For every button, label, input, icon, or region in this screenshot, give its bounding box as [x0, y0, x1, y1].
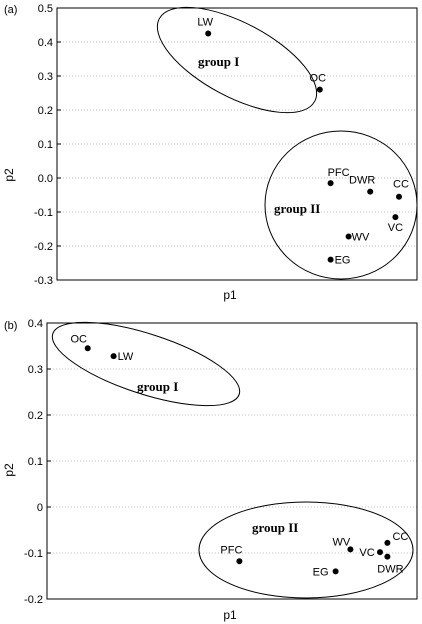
- panel-b-group-i-label: group I: [137, 379, 178, 394]
- panel-a-y-tick-label: 0.1: [38, 139, 53, 151]
- panel-a-label: (a): [4, 4, 17, 16]
- panel-a-grid: [57, 41, 417, 247]
- panel-a-y-tick-label: 0.2: [38, 105, 53, 117]
- panel-a-point-cc: [396, 193, 402, 200]
- panel-a-group-i-ellipse: [156, 6, 318, 114]
- panel-a-group-i-label: group I: [198, 54, 239, 69]
- panel-b-point-label-oc: OC: [70, 333, 87, 345]
- panel-b-point-label-wv: WV: [333, 536, 351, 548]
- panel-b-point-oc: [84, 345, 91, 352]
- panel-b-point-label-vc: VC: [359, 547, 374, 559]
- panel-a-point-label-dwr: DWR: [349, 175, 375, 187]
- panel-b-y-ticks: 0.4 0.3 0.2 0.1 0 -0.1 -0.2: [24, 318, 51, 606]
- panel-b-y-tick-label: 0: [37, 502, 43, 514]
- panel-b-point-label-lw: LW: [118, 351, 134, 363]
- panel-a-point-label-wv: WV: [352, 231, 370, 243]
- panel-a-point-label-vc: VC: [388, 222, 403, 234]
- panel-a-point-eg: [327, 256, 334, 263]
- panel-a-point-label-pfc: PFC: [328, 167, 350, 179]
- panel-b-xlabel: p1: [223, 608, 237, 622]
- panel-b-y-tick-label: -0.2: [24, 594, 43, 606]
- panel-b-group-ii-ellipse: [198, 501, 414, 599]
- panel-a-point-vc: [392, 214, 399, 221]
- panel-b-y-tick-label: -0.1: [24, 548, 43, 560]
- panel-b-point-dwr: [384, 553, 391, 560]
- panel-a-point-label-lw: LW: [197, 17, 213, 29]
- panel-a-group-ii-label: group II: [274, 201, 320, 216]
- panel-a-group-ii-ellipse: [264, 130, 418, 280]
- panel-b-ylabel: p2: [2, 463, 16, 477]
- panel-b: (b) 0.40.30.20.10-0.1-0.2 p1 p2 group I …: [2, 318, 418, 622]
- panel-b-y-tick-label: 0.3: [28, 364, 43, 376]
- panel-b-point-label-cc: CC: [392, 531, 408, 543]
- panel-a-y-tick-label: 0.3: [38, 71, 53, 83]
- panel-a-point-label-oc: OC: [310, 73, 327, 85]
- panel-a-y-ticks: 0.5 0.4 0.3 0.2 0.1 0.0 -0.1 -0.2 -0.3: [34, 3, 61, 287]
- panel-b-group-ii-label: group II: [252, 520, 298, 535]
- panel-b-point-label-eg: EG: [313, 566, 329, 578]
- panel-a-y-tick-label: -0.3: [34, 275, 53, 287]
- panel-a-y-tick-label: -0.1: [34, 207, 53, 219]
- panel-a-point-dwr: [367, 188, 374, 195]
- panel-b-y-tick-label: 0.1: [28, 456, 43, 468]
- panel-b-point-label-pfc: PFC: [220, 544, 242, 556]
- panel-b-label: (b): [4, 320, 17, 332]
- panel-b-point-cc: [384, 539, 391, 546]
- panel-b-point-label-dwr: DWR: [377, 564, 403, 576]
- panel-a-xlabel: p1: [223, 288, 237, 302]
- panel-b-grid: [47, 368, 417, 554]
- panel-a-y-tick-label: 0.5: [38, 3, 53, 15]
- panel-b-points: OC LW PFC WV VC CC DWR EG: [70, 333, 408, 578]
- panel-a-point-wv: [345, 233, 352, 240]
- panel-a-point-label-eg: EG: [335, 255, 351, 267]
- panel-a: (a) 0.5 0.4 0.3 0.2 0.1 0.0 -0.1 -0.2 -0.3 p1 p2…: [2, 3, 418, 302]
- panel-b-y-tick-label: 0.2: [28, 410, 43, 422]
- panel-a-point-pfc: [327, 180, 334, 187]
- panel-b-point-lw: [110, 353, 117, 360]
- panel-b-point-wv: [347, 546, 354, 553]
- panel-b-point-vc: [377, 549, 383, 556]
- panel-a-y-tick-label: 0.0: [38, 173, 53, 185]
- panel-a-ylabel: p2: [2, 168, 16, 182]
- panel-b-point-eg: [332, 568, 339, 575]
- panel-b-point-pfc: [236, 558, 243, 565]
- panel-a-point-lw: [205, 30, 212, 37]
- panel-a-point-oc: [316, 86, 323, 93]
- panel-b-y-tick-label: 0.4: [28, 318, 43, 330]
- panel-a-y-tick-label: 0.4: [38, 37, 53, 49]
- panel-b-group-i-ellipse: [51, 321, 241, 407]
- panel-a-y-tick-label: -0.2: [34, 241, 53, 253]
- panel-a-point-label-cc: CC: [393, 179, 409, 191]
